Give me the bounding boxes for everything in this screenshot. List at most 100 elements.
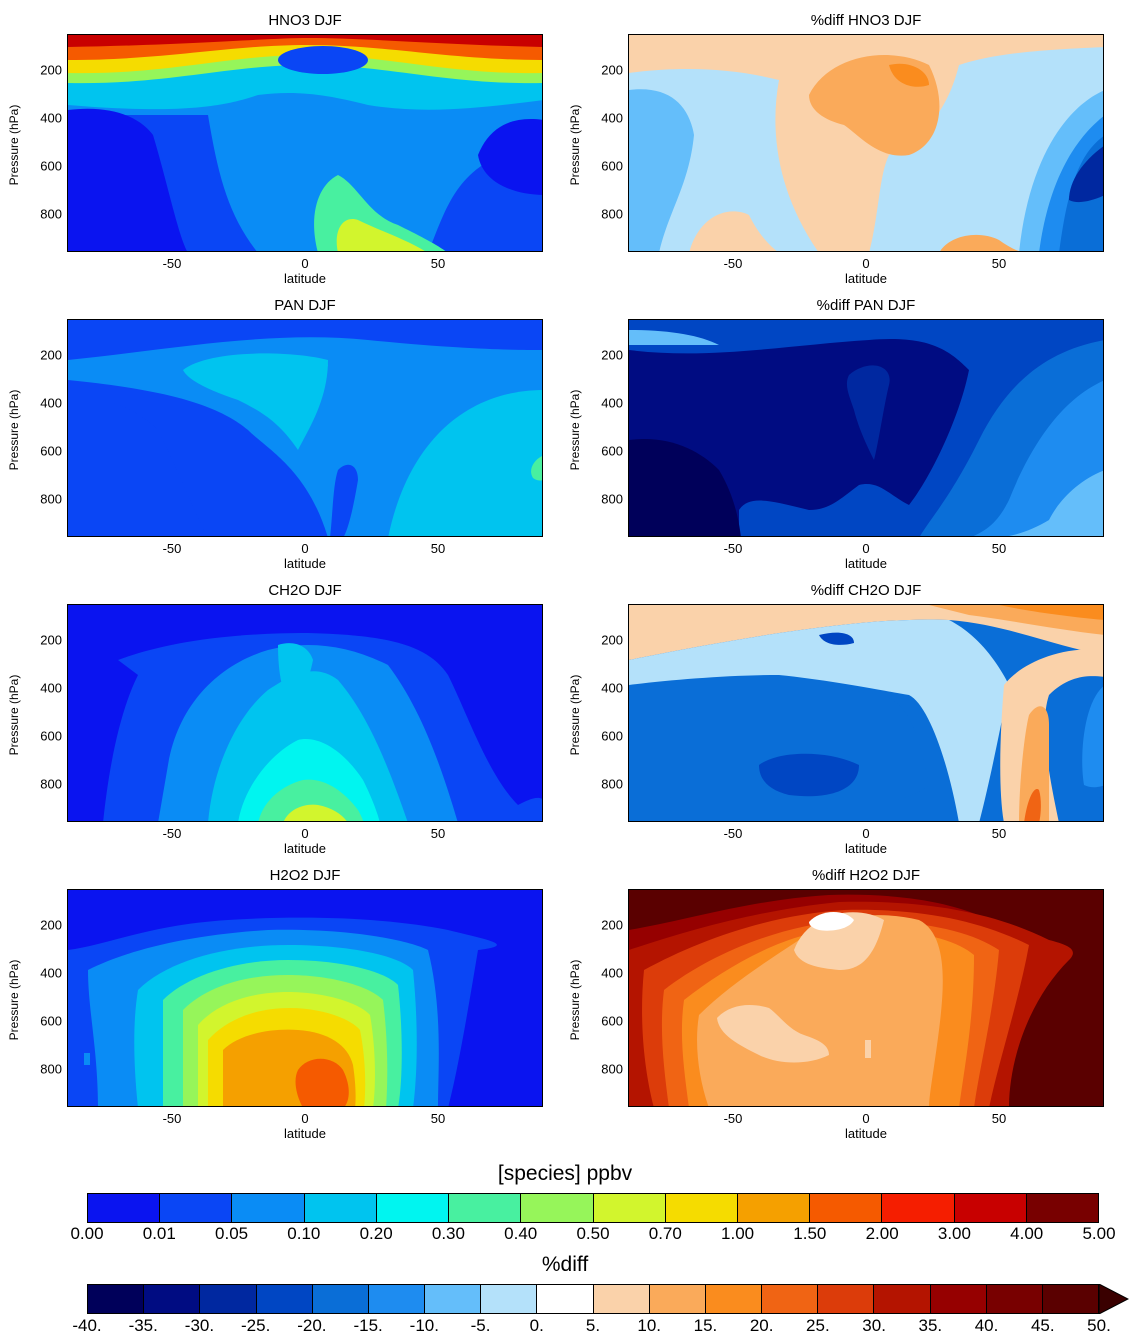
y-tick-label: 400 bbox=[601, 110, 623, 126]
contour-fill-level bbox=[629, 605, 1103, 660]
contour-fill-level bbox=[819, 632, 854, 645]
y-tick-label: 400 bbox=[601, 680, 623, 696]
panel-title: H2O2 DJF bbox=[269, 867, 341, 884]
colorbar-tick-label: 1.50 bbox=[793, 1224, 827, 1243]
colorbar-tick-label: 30. bbox=[862, 1316, 886, 1335]
colorbar-tick-label: 0.10 bbox=[287, 1224, 321, 1243]
colorbar-swatch bbox=[737, 1194, 811, 1222]
colorbar-tick-label: -10. bbox=[409, 1316, 439, 1335]
y-tick-label: 200 bbox=[40, 347, 62, 363]
colorbar-swatch bbox=[818, 1285, 875, 1313]
contour-plot bbox=[67, 604, 543, 822]
panel-pan: PAN DJF Pressure (hPa) 200 400 600 800 -… bbox=[0, 285, 543, 571]
colorbar-tick-label: 0. bbox=[529, 1316, 544, 1335]
contour-fill-level bbox=[1069, 146, 1103, 203]
colorbar-swatch bbox=[256, 1285, 313, 1313]
x-tick-label: 0 bbox=[301, 1111, 309, 1126]
contour-fill-level bbox=[68, 399, 207, 536]
panel-diff-hno3: %diff HNO3 DJF Pressure (hPa) 200 400 60… bbox=[561, 0, 1104, 286]
panel-h2o2: H2O2 DJF Pressure (hPa) 200 400 600 800 … bbox=[0, 855, 543, 1141]
x-axis-label: latitude bbox=[284, 841, 326, 856]
contour-plot bbox=[628, 604, 1104, 822]
y-tick-label: 800 bbox=[40, 206, 62, 222]
colorbar-tick-label: 0.30 bbox=[431, 1224, 465, 1243]
panel-ch2o: CH2O DJF Pressure (hPa) 200 400 600 800 … bbox=[0, 570, 543, 856]
x-axis-label: latitude bbox=[284, 271, 326, 286]
contour-fill-level bbox=[1009, 470, 1103, 536]
y-tick-label: 800 bbox=[40, 491, 62, 507]
panel-diff-ch2o: %diff CH2O DJF Pressure (hPa) 200 400 60… bbox=[561, 570, 1104, 856]
x-tick-label: 0 bbox=[301, 541, 309, 556]
colorbar-swatch bbox=[200, 1285, 257, 1313]
colorbar-swatch bbox=[593, 1285, 650, 1313]
x-tick-label: 0 bbox=[862, 826, 870, 841]
y-tick-label: 600 bbox=[601, 1013, 623, 1029]
colorbar-swatch bbox=[930, 1285, 987, 1313]
contour-fill-level bbox=[478, 119, 542, 195]
y-axis-label: Pressure (hPa) bbox=[7, 674, 21, 756]
y-tick-label: 400 bbox=[40, 680, 62, 696]
colorbar-tick-label: 1.00 bbox=[721, 1224, 755, 1243]
colorbar-swatch bbox=[521, 1194, 594, 1222]
x-tick-label: -50 bbox=[723, 1111, 743, 1126]
y-tick-label: 200 bbox=[40, 632, 62, 648]
colorbar-tick-label: 3.00 bbox=[937, 1224, 971, 1243]
colorbar-swatch bbox=[874, 1285, 931, 1313]
y-tick-label: 800 bbox=[40, 1061, 62, 1077]
colorbar-swatch bbox=[232, 1194, 305, 1222]
x-axis-label: latitude bbox=[284, 1126, 326, 1141]
contour-fill-level bbox=[717, 1005, 829, 1063]
colorbar-tick-label: 4.00 bbox=[1010, 1224, 1044, 1243]
x-tick-label: -50 bbox=[723, 541, 743, 556]
x-tick-label: -50 bbox=[162, 1111, 182, 1126]
colorbar-tick-label: 5. bbox=[585, 1316, 601, 1335]
colorbar-swatch bbox=[810, 1194, 883, 1222]
colorbar-tick-label: -5. bbox=[470, 1316, 491, 1335]
contour-fill-level bbox=[865, 1040, 871, 1058]
x-tick-label: 50 bbox=[991, 256, 1007, 271]
x-tick-label: 50 bbox=[430, 256, 446, 271]
x-axis-label: latitude bbox=[845, 271, 887, 286]
y-tick-label: 400 bbox=[40, 110, 62, 126]
colorbar-swatch bbox=[144, 1285, 201, 1313]
contour-fill-level bbox=[889, 63, 929, 87]
colorbar-swatch bbox=[376, 1194, 450, 1222]
x-axis-label: latitude bbox=[845, 841, 887, 856]
y-tick-label: 800 bbox=[601, 776, 623, 792]
y-tick-label: 200 bbox=[601, 917, 623, 933]
colorbar-tick-label: 35. bbox=[918, 1316, 943, 1335]
y-tick-label: 600 bbox=[40, 728, 62, 744]
x-tick-label: -50 bbox=[162, 826, 182, 841]
y-tick-label: 600 bbox=[40, 443, 62, 459]
species-colorbar-ticks: 0.00 0.01 0.05 0.10 0.20 0.30 0.40 0.50 0.70 1.00… bbox=[70, 1224, 1115, 1244]
y-tick-label: 600 bbox=[601, 158, 623, 174]
colorbar-swatch bbox=[882, 1194, 955, 1222]
panel-diff-h2o2: %diff H2O2 DJF Pressure (hPa) 200 400 60… bbox=[561, 855, 1104, 1141]
y-tick-label: 400 bbox=[601, 395, 623, 411]
panel-title: %diff PAN DJF bbox=[816, 297, 916, 314]
y-axis-label: Pressure (hPa) bbox=[568, 674, 582, 756]
colorbar-swatch bbox=[1042, 1285, 1099, 1313]
colorbar-tick-label: 0.20 bbox=[359, 1224, 393, 1243]
colorbar-swatch bbox=[312, 1285, 369, 1313]
colorbar-tick-label: 5.00 bbox=[1082, 1224, 1116, 1243]
contour-fill-level bbox=[336, 219, 425, 251]
colorbar-swatch bbox=[304, 1194, 377, 1222]
contour-fill-level bbox=[629, 35, 1103, 251]
colorbar-tick-label: -25. bbox=[241, 1316, 271, 1335]
contour-fill-level bbox=[1082, 686, 1103, 788]
panel-title: %diff HNO3 DJF bbox=[810, 12, 922, 29]
x-axis-label: latitude bbox=[845, 1126, 887, 1141]
y-axis-label: Pressure (hPa) bbox=[7, 959, 21, 1041]
contour-fill-level bbox=[243, 356, 328, 420]
colorbar-swatch bbox=[537, 1285, 594, 1313]
x-tick-label: 50 bbox=[991, 1111, 1007, 1126]
x-tick-label: 50 bbox=[430, 1111, 446, 1126]
colorbar-tick-label: 50. bbox=[1087, 1316, 1111, 1335]
x-tick-label: -50 bbox=[162, 256, 182, 271]
contour-fill-level bbox=[68, 35, 542, 47]
contour-plot bbox=[628, 34, 1104, 252]
y-tick-label: 600 bbox=[601, 728, 623, 744]
colorbar-swatch bbox=[762, 1285, 819, 1313]
contour-fill-level bbox=[330, 464, 358, 536]
